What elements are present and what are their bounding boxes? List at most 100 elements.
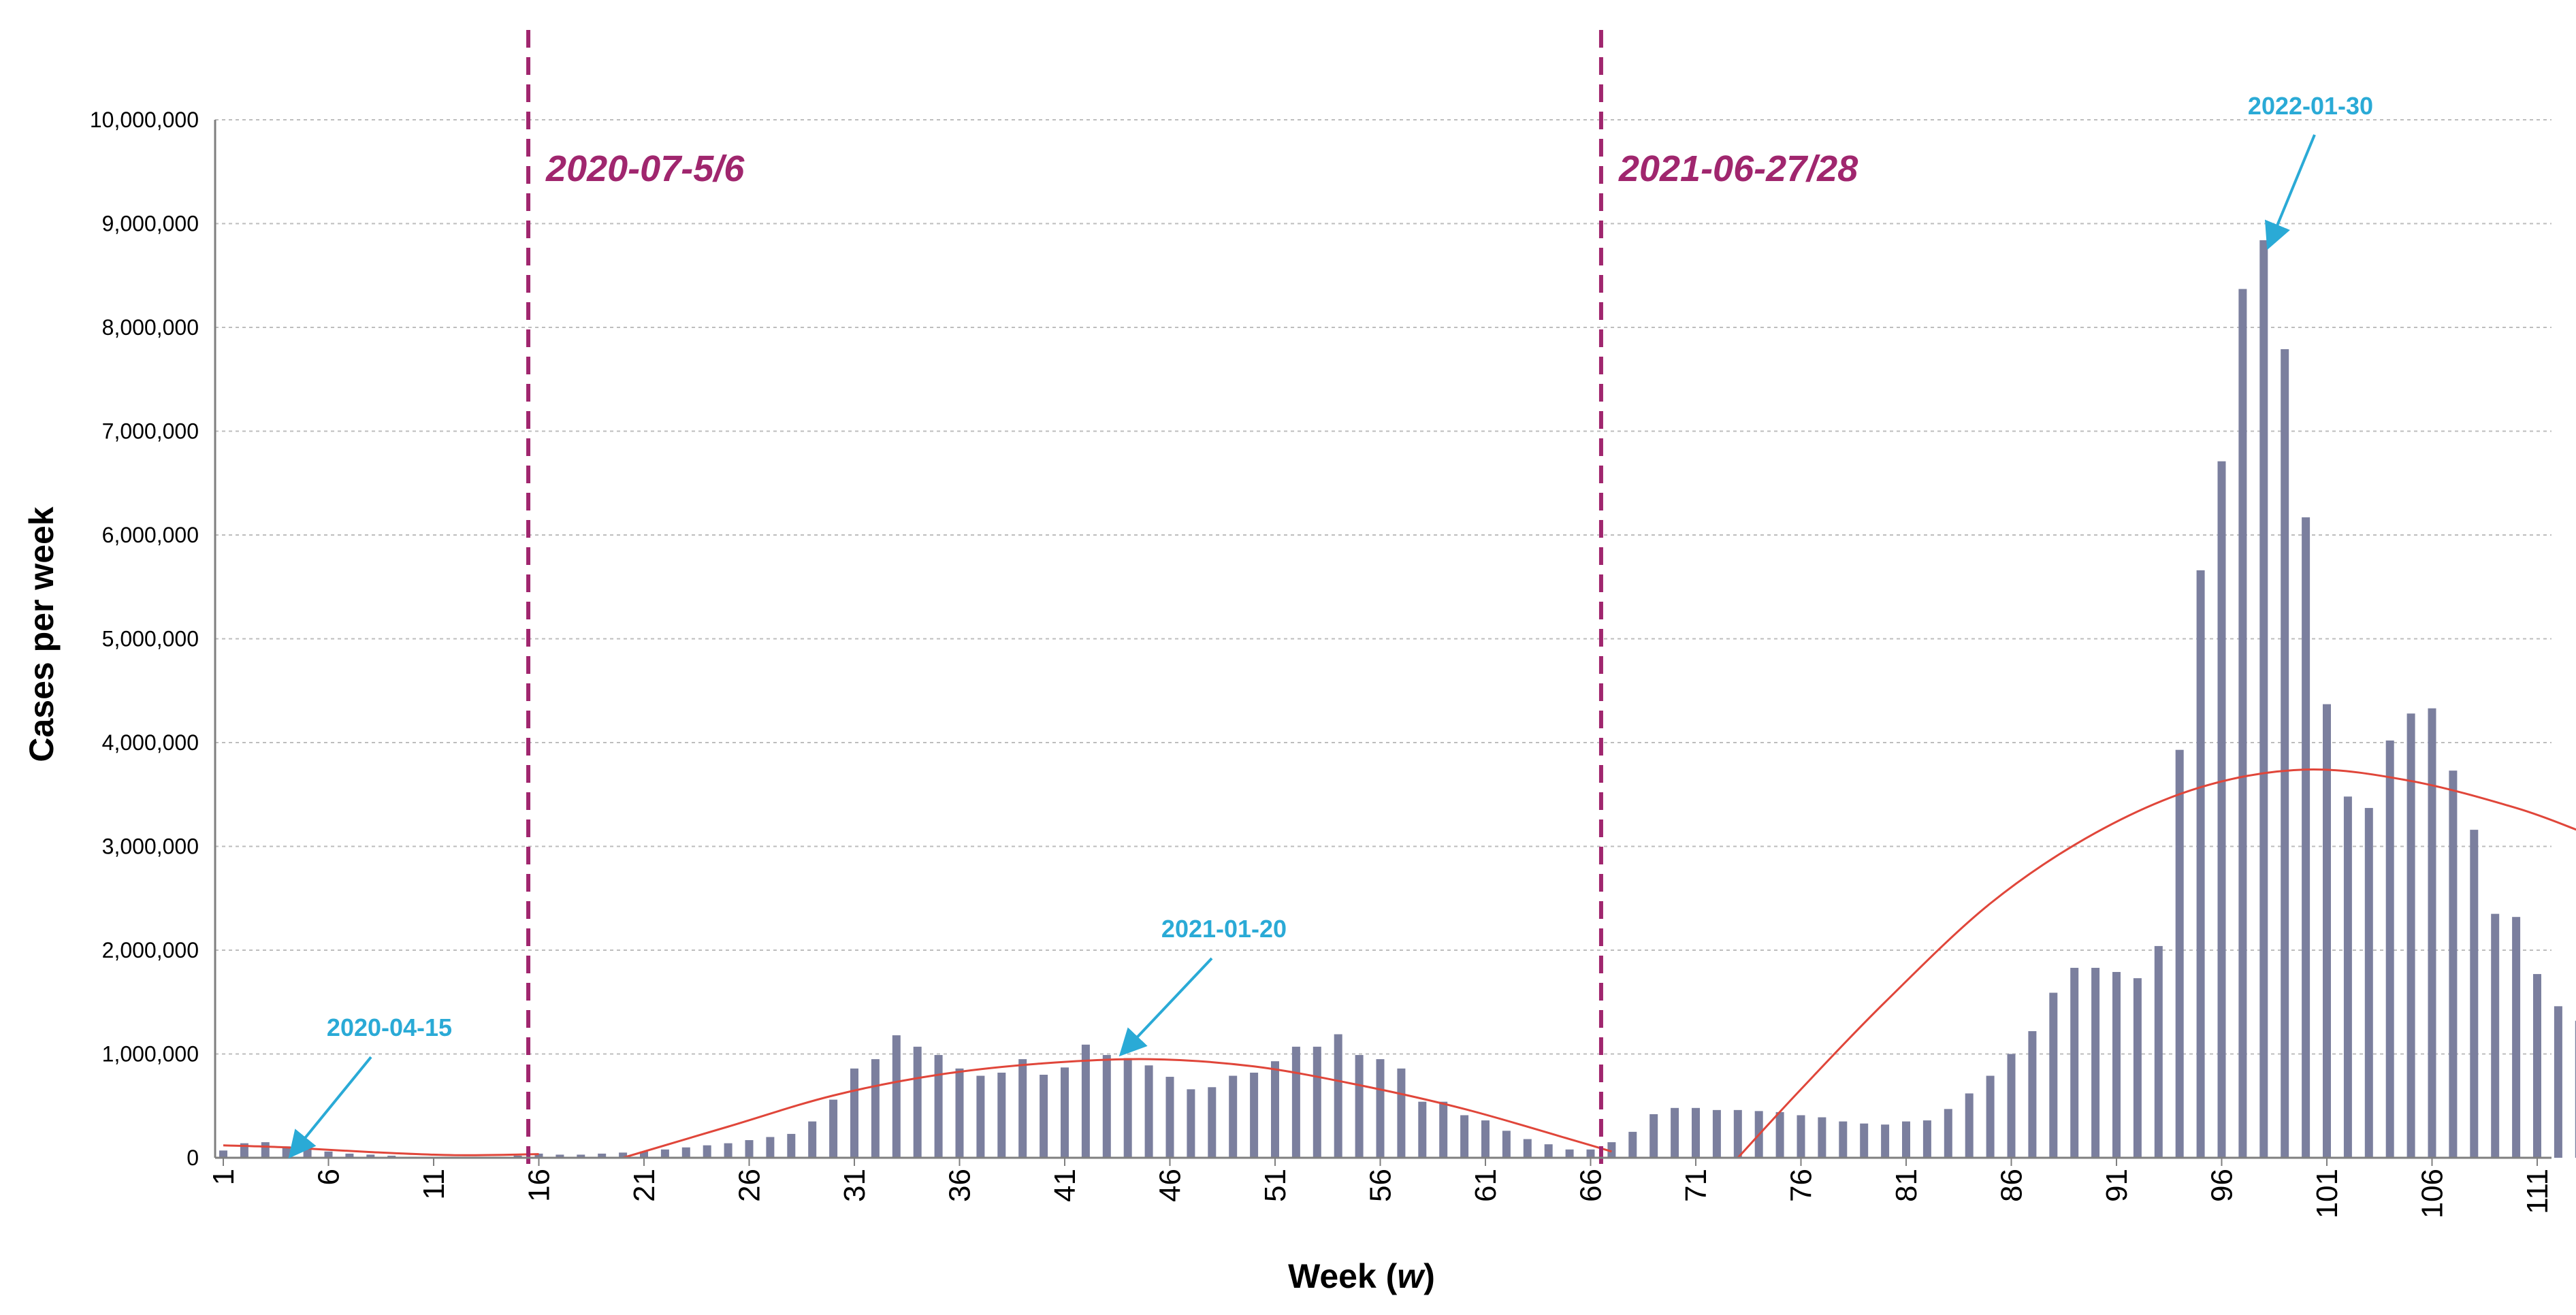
y-tick-label: 5,000,000 bbox=[102, 627, 199, 651]
annotation-label: 2021-01-20 bbox=[1161, 915, 1287, 943]
y-tick-label: 9,000,000 bbox=[102, 212, 199, 236]
bar bbox=[2323, 704, 2331, 1158]
bar bbox=[1208, 1087, 1217, 1158]
bar bbox=[1040, 1075, 1048, 1158]
bar bbox=[2217, 461, 2226, 1158]
bar bbox=[2385, 740, 2394, 1158]
bar bbox=[261, 1142, 270, 1158]
period-dividers: 2020-07-5/6 2021-06-27/28 bbox=[526, 30, 1858, 1173]
x-tick-label: 21 bbox=[628, 1169, 661, 1202]
x-axis-title-variable: w bbox=[1397, 1257, 1426, 1295]
period-label: 2020-07-5/6 bbox=[545, 148, 745, 189]
x-tick-label: 96 bbox=[2206, 1169, 2239, 1202]
bar bbox=[2575, 1020, 2576, 1158]
bar bbox=[1376, 1059, 1385, 1158]
bar bbox=[513, 1155, 522, 1158]
bar bbox=[1628, 1131, 1637, 1158]
bar bbox=[766, 1137, 775, 1158]
x-tick-label: 106 bbox=[2416, 1169, 2449, 1218]
y-tick-label: 6,000,000 bbox=[102, 523, 199, 547]
bar bbox=[2196, 570, 2205, 1158]
x-tick-label: 36 bbox=[944, 1169, 977, 1202]
x-tick-label: 111 bbox=[2521, 1169, 2554, 1214]
y-tick-label: 7,000,000 bbox=[102, 419, 199, 444]
bar bbox=[660, 1149, 669, 1158]
trend-line bbox=[1737, 768, 2576, 1159]
bar bbox=[850, 1068, 858, 1158]
x-tick-label: 66 bbox=[1575, 1169, 1608, 1202]
bar bbox=[1439, 1101, 1448, 1158]
x-tick-label: 11 bbox=[417, 1169, 451, 1200]
bar bbox=[1481, 1120, 1490, 1158]
x-tick-label: 1 bbox=[207, 1169, 240, 1185]
bar bbox=[1712, 1109, 1721, 1158]
bar bbox=[2007, 1054, 2016, 1158]
bar bbox=[976, 1075, 985, 1158]
x-axis-ticks: 1 6 11 16 21 26 31 36 41 46 51 56 61 66 71 76 81 86 91 96 10… bbox=[207, 1158, 2554, 1218]
y-axis-title: Cases per week bbox=[22, 506, 61, 762]
period-label: 2021-06-27/28 bbox=[1618, 148, 1858, 189]
y-axis-ticks: 0 1,000,000 2,000,000 3,000,000 4,000,000 5,0… bbox=[90, 108, 199, 1170]
bar bbox=[1460, 1115, 1469, 1158]
bar bbox=[829, 1099, 838, 1158]
bar bbox=[1123, 1058, 1132, 1158]
bar bbox=[2112, 972, 2121, 1158]
bar bbox=[2512, 917, 2521, 1158]
bar bbox=[2281, 349, 2289, 1158]
bar bbox=[556, 1154, 564, 1158]
bar bbox=[1881, 1124, 1890, 1158]
trend-line bbox=[622, 1058, 1612, 1159]
bar bbox=[1187, 1089, 1195, 1158]
bar bbox=[808, 1121, 817, 1158]
x-tick-label: 76 bbox=[1785, 1169, 1818, 1202]
bar bbox=[2154, 945, 2163, 1158]
bar bbox=[1418, 1101, 1427, 1158]
bar bbox=[1565, 1149, 1574, 1158]
bar bbox=[955, 1068, 964, 1158]
bar bbox=[1671, 1107, 1679, 1158]
bar bbox=[1922, 1120, 1931, 1158]
bar bbox=[1081, 1044, 1090, 1158]
bar bbox=[1313, 1046, 1321, 1158]
bar bbox=[1775, 1111, 1784, 1158]
x-axis-title-end: ) bbox=[1423, 1257, 1435, 1295]
bar bbox=[2175, 749, 2184, 1158]
bar bbox=[1902, 1121, 1910, 1158]
trend-lines bbox=[223, 768, 2576, 1159]
bar bbox=[577, 1154, 585, 1158]
bar bbox=[1165, 1077, 1174, 1158]
bar bbox=[1355, 1055, 1364, 1158]
bar bbox=[1818, 1117, 1826, 1158]
y-tick-label: 1,000,000 bbox=[102, 1042, 199, 1067]
annotation-label: 2022-01-30 bbox=[2248, 92, 2373, 120]
bar bbox=[2406, 713, 2415, 1158]
bar bbox=[2343, 796, 2352, 1158]
bar bbox=[745, 1140, 754, 1158]
x-axis-title-main: Week ( bbox=[1288, 1257, 1398, 1295]
bar bbox=[2533, 974, 2541, 1158]
bars bbox=[219, 240, 2576, 1158]
y-tick-label: 3,000,000 bbox=[102, 834, 199, 859]
bar bbox=[871, 1059, 880, 1158]
x-tick-label: 16 bbox=[523, 1169, 556, 1202]
bar bbox=[2049, 992, 2058, 1158]
bar bbox=[2470, 830, 2479, 1158]
bar bbox=[387, 1155, 396, 1158]
annotation-arrow bbox=[1118, 957, 1213, 1057]
bar bbox=[534, 1153, 543, 1158]
bar bbox=[787, 1133, 796, 1158]
x-tick-label: 46 bbox=[1154, 1169, 1187, 1202]
y-tick-label: 8,000,000 bbox=[102, 315, 199, 340]
bar bbox=[1649, 1114, 1658, 1158]
bar bbox=[2028, 1030, 2037, 1158]
bar bbox=[997, 1072, 1006, 1158]
bar bbox=[2091, 967, 2100, 1158]
bar bbox=[1965, 1093, 1974, 1158]
x-tick-label: 31 bbox=[838, 1169, 871, 1202]
bar bbox=[1144, 1065, 1153, 1158]
annotation-arrow bbox=[288, 1056, 372, 1158]
bar bbox=[1839, 1121, 1848, 1158]
bar bbox=[1586, 1149, 1595, 1158]
y-tick-label: 4,000,000 bbox=[102, 730, 199, 755]
bar bbox=[934, 1055, 943, 1158]
